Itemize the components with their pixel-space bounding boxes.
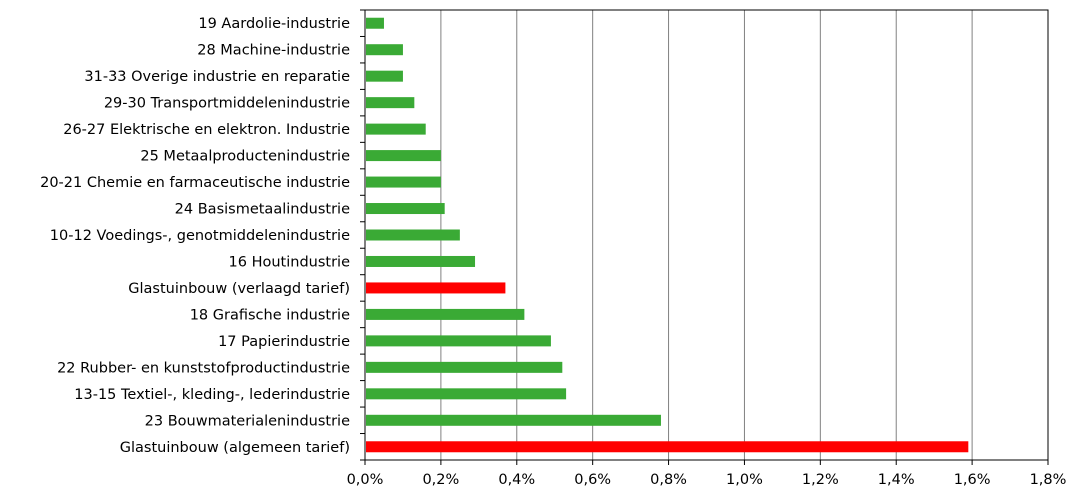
bar — [366, 361, 563, 373]
category-label: 25 Metaalproductenindustrie — [140, 149, 350, 165]
category-label: 26-27 Elektrische en elektron. Industrie — [63, 122, 350, 138]
bar — [366, 97, 415, 109]
bar — [366, 176, 441, 188]
x-tick-label: 1,8% — [1030, 472, 1067, 488]
bar — [366, 255, 476, 267]
bar — [366, 282, 506, 294]
x-tick-label: 0,0% — [347, 472, 384, 488]
plot-area-border — [364, 9, 1049, 461]
bars — [366, 17, 969, 453]
category-label: 22 Rubber- en kunststofproductindustrie — [57, 360, 350, 376]
category-label: 19 Aardolie-industrie — [198, 16, 350, 32]
x-tick-label: 1,2% — [802, 472, 839, 488]
bar — [366, 17, 384, 29]
bar — [366, 388, 567, 400]
bar — [366, 44, 403, 56]
category-label: 31-33 Overige industrie en reparatie — [84, 69, 350, 85]
bar — [366, 229, 460, 241]
x-tick-label: 0,6% — [574, 472, 611, 488]
bar — [366, 441, 969, 453]
x-tick-label: 1,0% — [726, 472, 763, 488]
x-axis-ticks: 0,0% 0,2% 0,4% 0,6% 0,8% 1,0% 1,2% 1,4% 1,6% 1,8% — [347, 460, 1067, 488]
category-label: 20-21 Chemie en farmaceutische industrie — [40, 175, 350, 191]
bar — [366, 308, 525, 320]
category-label: Glastuinbouw (algemeen tarief) — [120, 440, 350, 456]
category-label: 28 Machine-industrie — [197, 43, 350, 59]
category-label: 29-30 Transportmiddelenindustrie — [104, 96, 350, 112]
category-label: 10-12 Voedings-, genotmiddelenindustrie — [50, 228, 350, 244]
bar — [366, 414, 661, 426]
bar — [366, 203, 445, 215]
category-label: 16 Houtindustrie — [229, 254, 351, 270]
bar — [366, 70, 403, 82]
category-label: 13-15 Textiel-, kleding-, lederindustrie — [74, 387, 350, 403]
category-label: 17 Papierindustrie — [218, 334, 350, 350]
category-label: 24 Basismetaalindustrie — [175, 202, 350, 218]
category-label: 18 Grafische industrie — [190, 307, 350, 323]
axes — [360, 9, 1049, 461]
x-tick-label: 0,2% — [422, 472, 459, 488]
bar — [366, 150, 441, 162]
x-tick-label: 1,6% — [954, 472, 991, 488]
category-labels: 19 Aardolie-industrie 28 Machine-industri… — [40, 16, 350, 456]
category-label: Glastuinbouw (verlaagd tarief) — [128, 281, 350, 297]
bar — [366, 123, 426, 135]
x-tick-label: 1,4% — [878, 472, 915, 488]
category-label: 23 Bouwmaterialenindustrie — [145, 413, 350, 429]
x-tick-label: 0,8% — [650, 472, 687, 488]
x-tick-label: 0,4% — [498, 472, 535, 488]
bar — [366, 335, 551, 347]
